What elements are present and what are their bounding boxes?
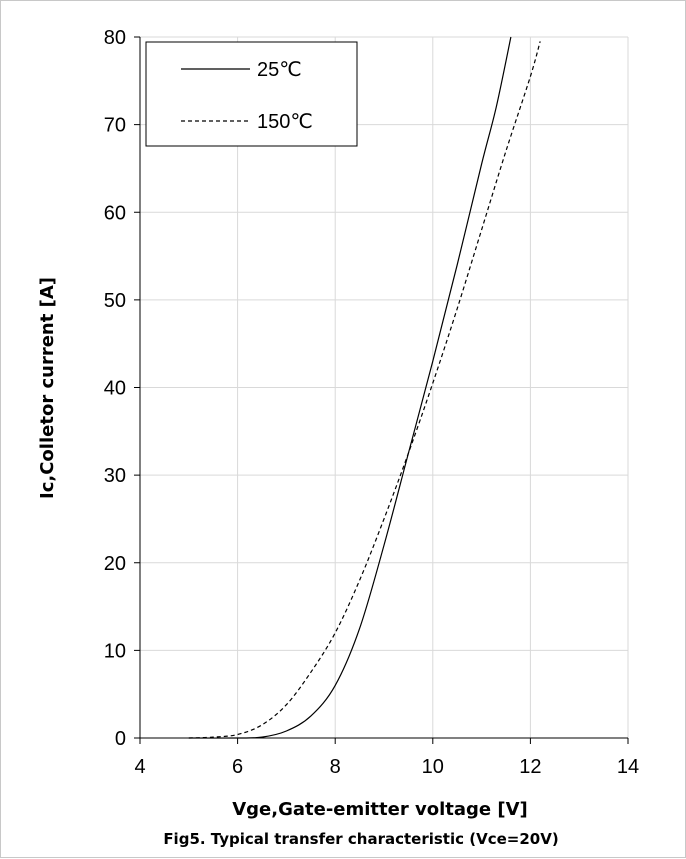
y-tick-label: 40 <box>104 378 126 400</box>
y-tick-labels: 0 10 20 30 40 50 60 70 80 <box>104 27 126 750</box>
x-axis-title: Vge,Gate-emitter voltage [V] <box>232 799 528 820</box>
x-tick-label: 8 <box>330 756 341 778</box>
y-tick-label: 30 <box>104 465 126 487</box>
x-tick-label: 12 <box>519 756 541 778</box>
legend-label-25c: 25℃ <box>257 59 302 81</box>
series-lines <box>188 36 541 739</box>
y-tick-label: 0 <box>115 728 126 750</box>
y-tick-label: 60 <box>104 202 126 224</box>
series-line-25c <box>188 36 512 739</box>
x-tick-labels: 4 6 8 10 12 14 <box>134 756 639 778</box>
figure-caption: Fig5. Typical transfer characteristic (V… <box>163 830 558 848</box>
series-line-150c <box>188 41 541 739</box>
y-tick-label: 80 <box>104 27 126 49</box>
y-tick-label: 20 <box>104 553 126 575</box>
legend-label-150c: 150℃ <box>257 111 313 133</box>
legend-box <box>145 41 358 147</box>
legend: 25℃ 150℃ <box>145 41 358 147</box>
x-tick-label: 14 <box>617 756 639 778</box>
x-tick-label: 6 <box>232 756 243 778</box>
y-tick-label: 70 <box>104 115 126 137</box>
x-tick-label: 10 <box>422 756 444 778</box>
y-tick-label: 10 <box>104 640 126 662</box>
y-axis-title: Ic,Colletor current [A] <box>37 277 58 499</box>
x-tick-label: 4 <box>134 756 145 778</box>
y-tick-label: 50 <box>104 290 126 312</box>
